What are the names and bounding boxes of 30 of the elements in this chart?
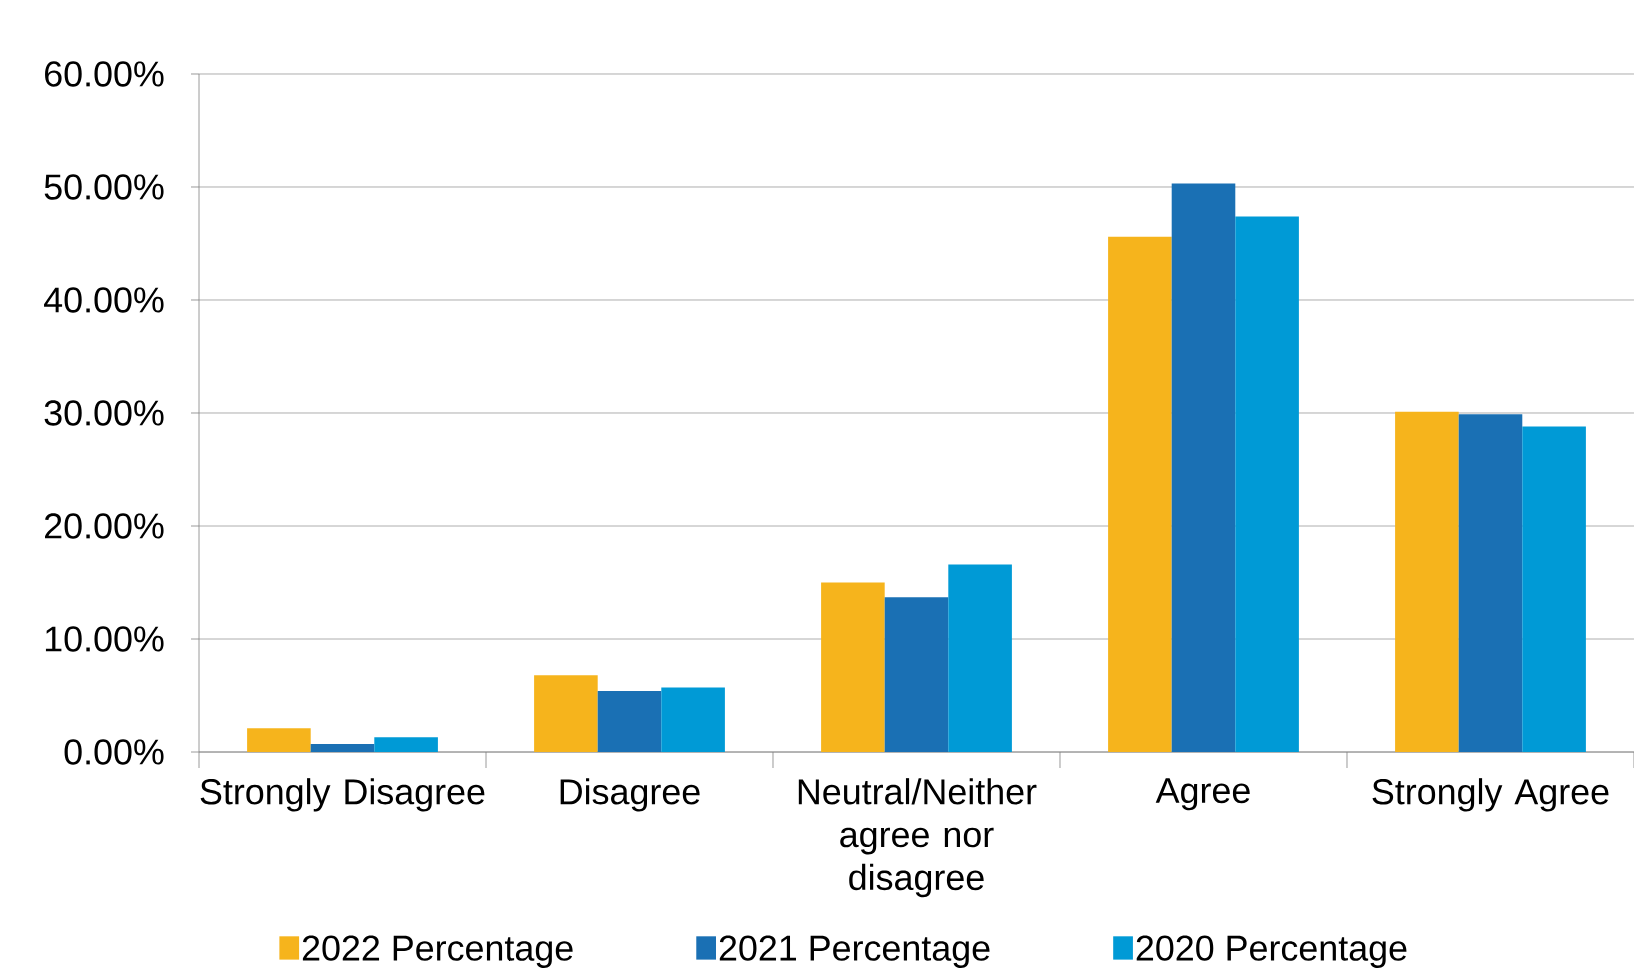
- x-tick-label: Strongly Disagree: [200, 778, 485, 812]
- bar: [661, 687, 725, 752]
- y-tick-label: 60.00%: [45, 61, 164, 87]
- bar: [534, 675, 598, 752]
- bar: [247, 728, 311, 752]
- x-tick-label: Neutral/Neither agree nor disagree: [798, 778, 1037, 898]
- bar: [1458, 414, 1523, 752]
- legend-label: 2021 Percentage: [719, 935, 990, 968]
- legend-label: 2020 Percentage: [1136, 935, 1407, 968]
- y-tick-label: 10.00%: [45, 626, 164, 652]
- y-tick-label: 30.00%: [44, 400, 164, 426]
- bar: [1522, 426, 1586, 752]
- y-tick-label: 40.00%: [44, 287, 164, 313]
- bar: [597, 690, 662, 752]
- bar: [948, 564, 1012, 752]
- bar: [821, 582, 885, 752]
- bar: [310, 744, 375, 752]
- bar: [884, 597, 949, 752]
- bar: [1108, 236, 1172, 752]
- x-tick-label: Agree: [1155, 778, 1250, 811]
- bar: [1395, 411, 1459, 752]
- bar: [374, 737, 438, 752]
- bar: [1171, 183, 1236, 752]
- legend-label: 2022 Percentage: [302, 935, 573, 968]
- x-tick-label: Disagree: [560, 778, 700, 812]
- y-tick-label: 50.00%: [44, 174, 164, 200]
- y-tick-label: 0.00%: [64, 739, 164, 765]
- y-tick-label: 20.00%: [45, 513, 164, 539]
- bar: [1235, 216, 1299, 752]
- x-tick-label: Strongly Agree: [1372, 778, 1609, 812]
